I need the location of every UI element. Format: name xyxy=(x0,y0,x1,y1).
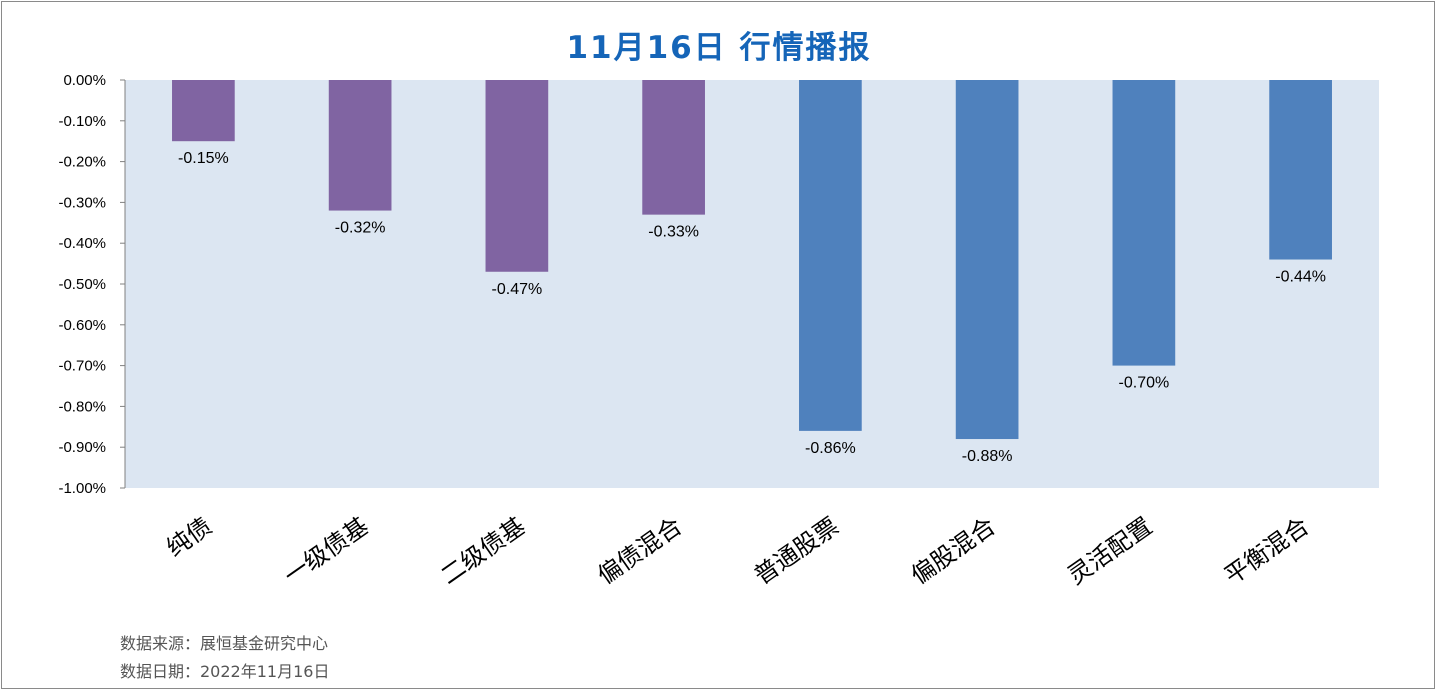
y-tick-label: -0.90% xyxy=(58,439,106,456)
category-label: 普通股票 xyxy=(749,512,844,590)
bar xyxy=(485,80,549,272)
plot-area xyxy=(125,80,1379,488)
data-label: -0.32% xyxy=(335,220,386,237)
data-label: -0.44% xyxy=(1275,269,1326,286)
data-label: -0.15% xyxy=(178,150,229,167)
chart-title: 11月16日 行情播报 xyxy=(566,30,872,66)
bar xyxy=(1269,80,1332,260)
y-tick-label: -0.10% xyxy=(58,113,106,130)
bar xyxy=(328,80,392,211)
data-label: -0.47% xyxy=(492,281,543,298)
category-label: 一级债基 xyxy=(279,512,374,590)
y-tick-label: -0.60% xyxy=(58,317,106,334)
y-tick-label: 0.00% xyxy=(63,72,106,89)
category-label: 纯债 xyxy=(161,512,216,562)
y-tick-label: -1.00% xyxy=(58,480,106,497)
y-tick-label: -0.50% xyxy=(58,276,106,293)
bar xyxy=(642,80,705,215)
bar xyxy=(955,80,1019,440)
data-label: -0.33% xyxy=(648,224,699,241)
data-label: -0.86% xyxy=(805,440,856,457)
bar xyxy=(172,80,235,142)
y-tick-label: -0.70% xyxy=(58,358,106,375)
category-label: 平衡混合 xyxy=(1219,512,1314,590)
category-label: 偏债混合 xyxy=(592,512,687,590)
y-tick-label: -0.40% xyxy=(58,235,106,252)
bar xyxy=(799,80,862,431)
y-tick-label: -0.30% xyxy=(58,194,106,211)
y-tick-label: -0.80% xyxy=(58,398,106,415)
data-date-note: 数据日期：2022年11月16日 xyxy=(120,662,330,681)
data-source-note: 数据来源：展恒基金研究中心 xyxy=(120,634,329,653)
data-label: -0.88% xyxy=(962,448,1013,465)
y-tick-label: -0.20% xyxy=(58,154,106,171)
category-label: 偏股混合 xyxy=(906,512,1001,590)
category-label: 二级债基 xyxy=(436,512,531,590)
category-label: 灵活配置 xyxy=(1063,512,1158,590)
data-label: -0.70% xyxy=(1119,375,1170,392)
bar xyxy=(1112,80,1176,366)
